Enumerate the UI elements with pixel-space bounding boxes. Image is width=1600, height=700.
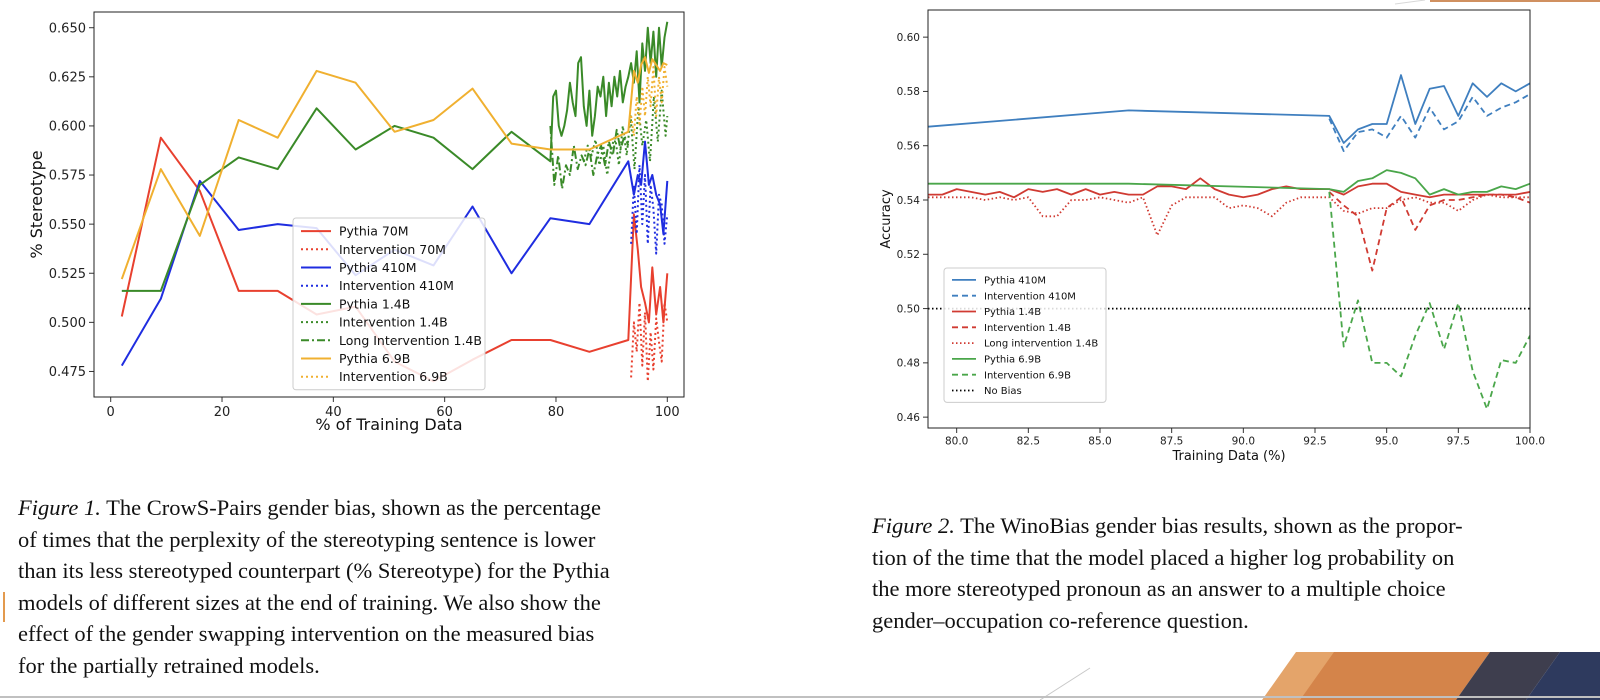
y-tick-label: 0.625: [49, 71, 86, 86]
legend-entry-intervention-410m: Intervention 410M: [984, 291, 1076, 302]
legend-entry-intervention-6-9b: Intervention 6.9B: [339, 369, 448, 384]
y-tick-label: 0.56: [897, 140, 921, 152]
series-line-pythia-6-9b: [120, 56, 668, 280]
series-line-pythia-410m: [120, 140, 669, 367]
legend-entry-intervention-1-4b: Intervention 1.4B: [339, 315, 448, 330]
y-tick-label: 0.46: [897, 412, 921, 424]
x-tick-label: 90.0: [1232, 436, 1255, 448]
series-line-long-intervention-1-4b: [928, 193, 1530, 237]
x-tick-label: 80: [548, 405, 565, 420]
plot-frame: [927, 9, 1531, 429]
y-tick-label: 0.475: [49, 365, 86, 380]
y-tick-label: 0.600: [49, 120, 86, 135]
legend-entry-intervention-1-4b: Intervention 1.4B: [984, 323, 1071, 334]
legend-entry-pythia-1-4b: Pythia 1.4B: [339, 296, 410, 311]
series-line-intervention-70m: [630, 301, 669, 383]
legend-entry-no-bias: No Bias: [984, 386, 1022, 397]
legend-entry-long-intervention-1-4b: Long intervention 1.4B: [984, 339, 1098, 350]
x-tick-label: 20: [214, 405, 231, 420]
y-axis-label: % Stereotype: [27, 150, 46, 258]
series-line-intervention-1-4b: [582, 89, 669, 176]
winobias-chart: 80.0 82.5 85.0 87.5 90.0 92.5 95.0 97.5 100.0 0.4…: [880, 9, 1545, 464]
legend-box: [292, 217, 486, 391]
figure-1-caption-line-3: than its less stereotyped counterpart (%…: [18, 558, 610, 583]
figure-1-caption-label: Figure 1.: [18, 495, 101, 520]
legend-box: [943, 267, 1107, 403]
legend-entry-pythia-6-9b: Pythia 6.9B: [984, 355, 1041, 366]
y-tick-label: 0.575: [49, 169, 86, 184]
series-line-pythia-1-4b: [928, 177, 1530, 199]
figure-2-caption-label: Figure 2.: [872, 513, 955, 538]
x-tick-label: 80.0: [945, 436, 968, 448]
figure-2-caption: Figure 2. The WinoBias gender bias resul…: [872, 510, 1592, 636]
figure-1-caption-line-5: effect of the gender swapping interventi…: [18, 621, 595, 646]
series-line-pythia-410m: [928, 74, 1530, 144]
x-tick-label: 100.0: [1515, 436, 1545, 448]
crows-pairs-chart: 0 20 40 60 80 100 0.475 0.500 0.525 0.550 0.575 0.6…: [27, 11, 685, 434]
x-tick-label: 87.5: [1160, 436, 1183, 448]
legend: Pythia 410M Intervention 410M Pythia 1.4B I…: [943, 267, 1107, 403]
figure-1-caption-line-4: models of different sizes at the end of …: [18, 589, 601, 615]
legend-entry-intervention-410m: Intervention 410M: [339, 278, 454, 293]
y-tick-label: 0.58: [897, 86, 920, 98]
series-line-pythia-1-4b: [121, 21, 669, 292]
y-tick-label: 0.550: [49, 218, 86, 233]
y-tick-label: 0.54: [897, 195, 921, 207]
y-tick-label: 0.60: [897, 32, 920, 44]
figure-1-caption: Figure 1. The CrowS-Pairs gender bias, s…: [18, 492, 738, 681]
figure-2-caption-line-2: tion of the time that the model placed a…: [872, 544, 1455, 570]
legend-entry-pythia-70m: Pythia 70M: [339, 224, 409, 239]
x-tick-label: 0: [107, 405, 115, 420]
x-tick-label: 40: [325, 405, 342, 420]
x-tick-label: 85.0: [1088, 436, 1111, 448]
y-tick-label: 0.48: [897, 358, 920, 370]
y-tick-label: 0.500: [49, 316, 86, 331]
x-tick-label: 100: [655, 405, 680, 420]
y-tick-label: 0.650: [49, 21, 86, 36]
legend-entry-intervention-70m: Intervention 70M: [339, 242, 446, 257]
x-axis-label: % of Training Data: [315, 415, 462, 434]
legend-entry-intervention-6-9b: Intervention 6.9B: [984, 370, 1071, 381]
figure-2-caption-line-1: The WinoBias gender bias results, shown …: [954, 513, 1463, 538]
legend-entry-long-intervention-1-4b: Long Intervention 1.4B: [339, 333, 482, 348]
x-tick-label: 82.5: [1017, 436, 1040, 448]
legend-entry-pythia-410m: Pythia 410M: [339, 260, 417, 275]
legend-entry-pythia-1-4b: Pythia 1.4B: [984, 307, 1041, 318]
x-tick-label: 97.5: [1447, 436, 1470, 448]
figure-1-caption-line-1: The CrowS-Pairs gender bias, shown as th…: [100, 495, 601, 520]
x-axis-label: Training Data (%): [1171, 449, 1285, 464]
legend-entry-pythia-6-9b: Pythia 6.9B: [339, 351, 410, 366]
series-line-intervention-6-9b: [1328, 191, 1530, 410]
figure-1-caption-line-2: of times that the perplexity of the ster…: [18, 526, 596, 552]
x-tick-label: 60: [436, 405, 453, 420]
figure-1-caption-line-6: for the partially retrained models.: [18, 652, 320, 678]
legend-entry-pythia-410m: Pythia 410M: [984, 276, 1046, 287]
x-tick-label: 95.0: [1375, 436, 1398, 448]
figure-2-caption-line-3: the more stereotyped pronoun as an answe…: [872, 576, 1446, 601]
y-tick-label: 0.52: [897, 249, 920, 261]
plot-frame: [93, 11, 685, 398]
y-axis-label: Accuracy: [880, 189, 894, 249]
series-line-pythia-6-9b: [928, 169, 1530, 196]
figure-2-caption-line-4: gender–occupation co-reference question.: [872, 607, 1249, 633]
series-line-intervention-410m: [1328, 93, 1530, 153]
x-tick-label: 92.5: [1303, 436, 1326, 448]
left-accent-bar: [3, 592, 5, 622]
plot-lines: [120, 21, 669, 383]
y-tick-label: 0.50: [897, 303, 920, 315]
series-line-intervention-6-9b: [630, 66, 669, 137]
series-line-pythia-70m: [120, 136, 669, 383]
y-tick-label: 0.525: [49, 267, 86, 282]
legend: Pythia 70M Intervention 70M Pythia 410M Int…: [292, 217, 486, 391]
